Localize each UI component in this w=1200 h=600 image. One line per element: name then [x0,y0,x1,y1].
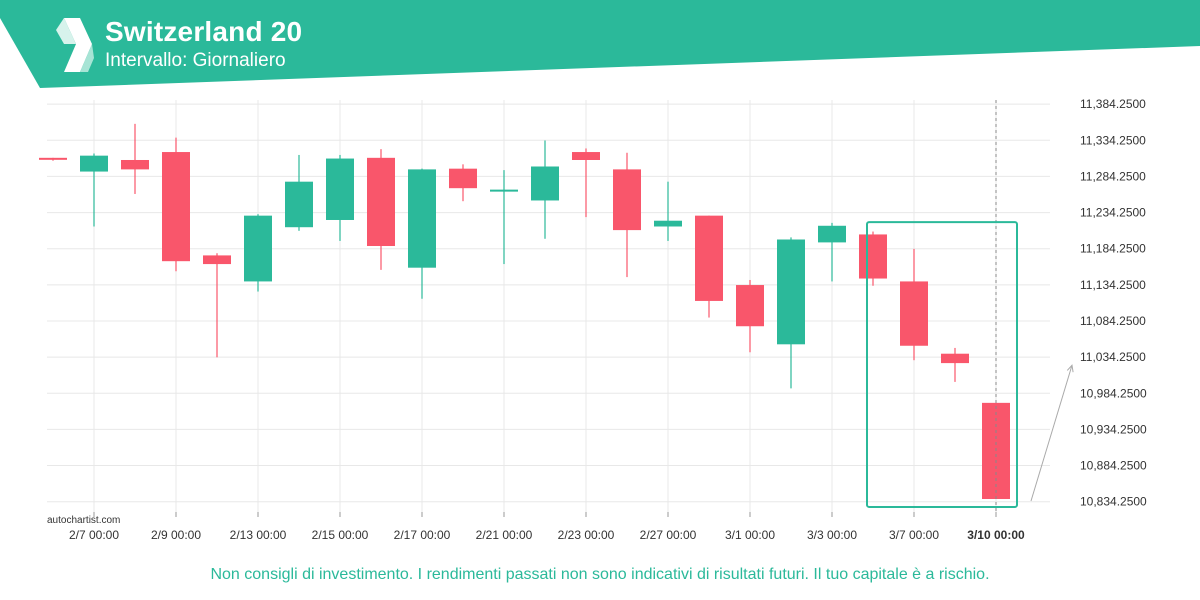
x-tick-label: 3/7 00:00 [889,528,939,542]
y-tick-label: 10,984.2500 [1080,386,1147,400]
header-band [0,0,1200,88]
interval-subtitle: Intervallo: Giornaliero [105,50,286,71]
candle-body [613,169,641,231]
y-tick-label: 11,234.2500 [1080,206,1146,220]
candle-body [736,285,764,327]
candles [39,123,1010,499]
x-tick-label: 2/27 00:00 [640,528,697,542]
candle-body [572,152,600,160]
y-tick-label: 11,084.2500 [1080,314,1146,328]
candle-body [777,239,805,345]
x-tick-label: 2/21 00:00 [476,528,533,542]
candle-body [818,225,846,243]
x-tick-label: 3/1 00:00 [725,528,775,542]
y-tick-label: 11,384.2500 [1080,97,1146,111]
pattern-box [866,221,1018,508]
x-tick-label: 2/7 00:00 [69,528,119,542]
y-tick-label: 11,334.2500 [1080,133,1146,147]
candle-body [203,255,231,265]
x-tick-label: 2/17 00:00 [394,528,451,542]
y-tick-label: 10,884.2500 [1080,459,1147,473]
x-tick-label: 3/10 00:00 [967,528,1025,542]
x-tick-label: 2/9 00:00 [151,528,201,542]
candle-body [490,189,518,192]
y-axis: 11,384.2500 11,334.2500 11,284.2500 11,234.… [1080,97,1147,509]
pattern-overlay [866,100,1074,520]
candle-body [80,155,108,172]
x-tick-label: 3/3 00:00 [807,528,857,542]
header-banner: Switzerland 20 Intervallo: Giornaliero [0,0,1200,90]
autochartist-logo-icon [56,18,94,72]
y-tick-label: 11,134.2500 [1080,278,1146,292]
candle-body [654,220,682,227]
projection-arrow-line [1030,365,1073,502]
y-tick-label: 10,834.2500 [1080,495,1147,509]
watermark-text: autochartist.com [47,515,121,526]
candle-body [531,166,559,201]
candle-body [162,152,190,262]
y-tick-label: 11,284.2500 [1080,169,1146,183]
candle-body [859,234,887,279]
candle-body [367,157,395,247]
disclaimer-text: Non consigli di investimento. I rendimen… [210,566,990,583]
x-axis: 2/7 00:00 2/9 00:00 2/13 00:00 2/15 00:00 2/… [69,512,1025,542]
y-tick-label: 11,184.2500 [1080,242,1146,256]
page-title: Switzerland 20 [105,16,303,47]
candle-body [244,215,272,282]
candle-body [449,168,477,189]
candlestick-chart: 11,384.2500 11,334.2500 11,284.2500 11,234.… [39,97,1147,542]
candle-body [39,157,67,160]
candle-body [900,281,928,346]
x-tick-label: 2/15 00:00 [312,528,369,542]
header-background [0,0,1200,88]
y-tick-label: 10,934.2500 [1080,422,1147,436]
grid-lines [47,100,1050,512]
candle-body [941,353,969,364]
candle-body [326,158,354,220]
x-tick-label: 2/23 00:00 [558,528,615,542]
candle-body [285,181,313,228]
candle-body [695,215,723,301]
candle-body [121,159,149,170]
candle-body [408,169,436,268]
x-tick-label: 2/13 00:00 [230,528,287,542]
y-tick-label: 11,034.2500 [1080,350,1146,364]
projection-arrow-head [1066,364,1074,373]
